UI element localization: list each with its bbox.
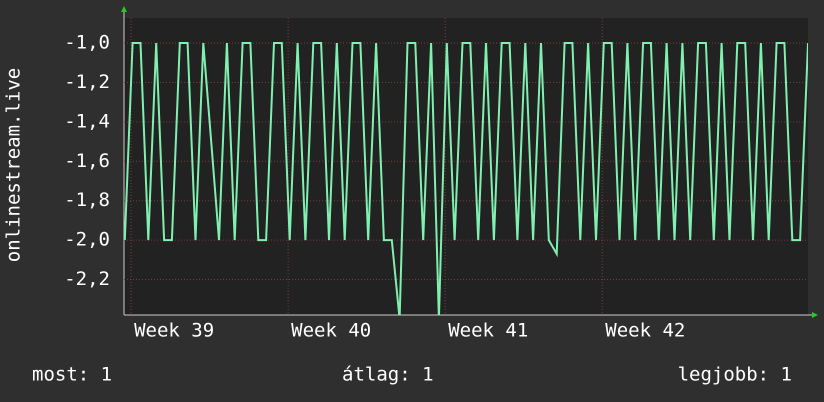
axis-arrow [812,312,818,318]
series-line [124,42,808,315]
y-tick-label: -1,8 [64,189,110,211]
footer-current: most: 1 [32,364,112,386]
y-tick-label: -2,0 [64,229,110,251]
y-tick-label: -1,0 [64,32,110,54]
x-tick-label: Week 41 [448,320,528,342]
x-tick-label: Week 39 [134,320,214,342]
axis-arrow [121,6,127,12]
x-tick-label: Week 42 [605,320,685,342]
y-axis-label: onlinestream.live [3,68,25,262]
y-tick-label: -1,4 [64,110,110,132]
plot [124,18,808,315]
footer-max: legjobb: 1 [678,364,792,386]
footer-average: átlag: 1 [342,364,434,386]
y-tick-label: -1,6 [64,150,110,172]
x-tick-label: Week 40 [291,320,371,342]
y-tick-label: -1,2 [64,71,110,93]
y-tick-label: -2,2 [64,268,110,290]
